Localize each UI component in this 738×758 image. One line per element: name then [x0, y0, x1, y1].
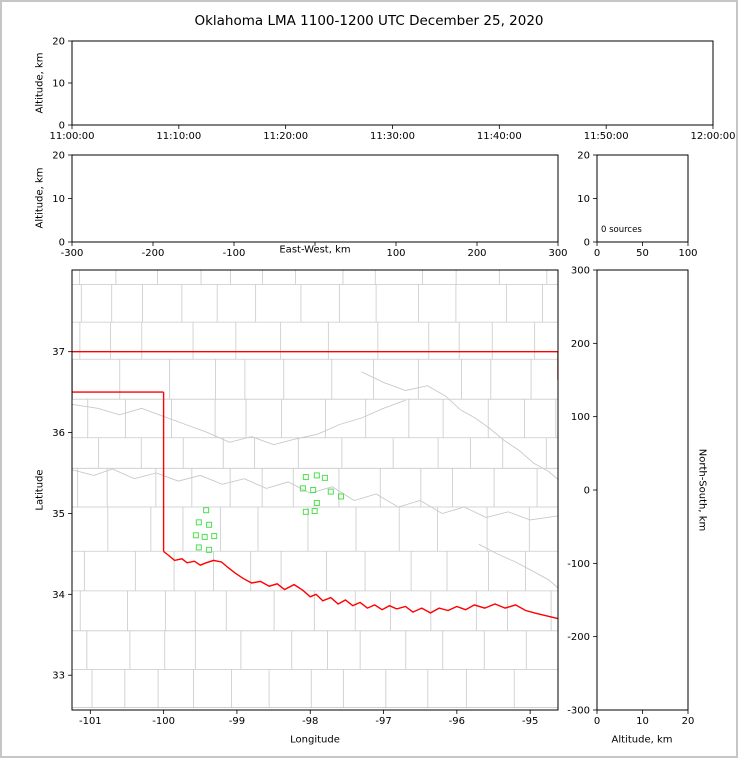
svg-text:-100: -100: [223, 248, 246, 259]
svg-text:-101: -101: [79, 716, 102, 727]
svg-text:100: 100: [386, 248, 405, 259]
svg-text:200: 200: [467, 248, 486, 259]
svg-text:-98: -98: [302, 716, 318, 727]
north-south-panel-ylabel: North-South, km: [696, 448, 708, 532]
svg-text:0: 0: [594, 716, 600, 727]
svg-text:-96: -96: [449, 716, 465, 727]
svg-text:100: 100: [571, 412, 590, 423]
source-count-annotation: 0 sources: [601, 225, 642, 235]
svg-text:11:10:00: 11:10:00: [156, 131, 201, 142]
svg-text:20: 20: [682, 716, 695, 727]
svg-text:11:50:00: 11:50:00: [584, 131, 629, 142]
svg-text:300: 300: [548, 248, 567, 259]
svg-text:-100: -100: [567, 559, 590, 570]
svg-text:300: 300: [571, 266, 590, 277]
svg-text:-200: -200: [142, 248, 165, 259]
svg-text:36: 36: [52, 428, 65, 439]
svg-text:11:40:00: 11:40:00: [477, 131, 522, 142]
svg-text:0: 0: [584, 238, 590, 249]
svg-text:12:00:00: 12:00:00: [691, 131, 736, 142]
svg-text:0: 0: [594, 248, 600, 259]
svg-text:35: 35: [52, 509, 65, 520]
svg-text:-200: -200: [567, 632, 590, 643]
state-border: [72, 351, 558, 620]
svg-text:20: 20: [577, 151, 590, 162]
map-panel-xlabel: Longitude: [290, 734, 340, 746]
svg-text:10: 10: [52, 194, 65, 205]
svg-text:34: 34: [52, 590, 65, 601]
svg-text:37: 37: [52, 347, 65, 358]
svg-text:100: 100: [678, 248, 697, 259]
svg-text:11:30:00: 11:30:00: [370, 131, 415, 142]
figure-title: Oklahoma LMA 1100-1200 UTC December 25, …: [194, 13, 544, 29]
svg-text:11:00:00: 11:00:00: [50, 131, 95, 142]
svg-text:10: 10: [577, 194, 590, 205]
svg-text:20: 20: [52, 37, 65, 48]
north-south-panel-xlabel: Altitude, km: [611, 734, 673, 746]
svg-text:33: 33: [52, 671, 65, 682]
svg-text:0: 0: [584, 486, 590, 497]
svg-text:-95: -95: [522, 716, 538, 727]
svg-text:-99: -99: [229, 716, 245, 727]
east-west-panel-xlabel: East-West, km: [279, 244, 351, 256]
east-west-panel-ylabel: Altitude, km: [34, 167, 46, 229]
svg-text:11:20:00: 11:20:00: [263, 131, 308, 142]
svg-text:0: 0: [59, 121, 65, 132]
svg-text:10: 10: [636, 716, 649, 727]
svg-text:20: 20: [52, 151, 65, 162]
svg-text:-300: -300: [567, 706, 590, 717]
county-boundaries: [72, 270, 558, 708]
svg-text:-300: -300: [61, 248, 84, 259]
lma-stations: [192, 472, 345, 553]
map-panel-ylabel: Latitude: [34, 469, 46, 511]
svg-text:10: 10: [52, 79, 65, 90]
svg-text:-97: -97: [375, 716, 391, 727]
svg-text:0: 0: [59, 238, 65, 249]
map-layers: [72, 270, 558, 708]
svg-text:50: 50: [636, 248, 649, 259]
river-lines: [72, 371, 558, 589]
time-panel-ylabel: Altitude, km: [34, 52, 46, 114]
svg-text:200: 200: [571, 339, 590, 350]
svg-text:-100: -100: [152, 716, 175, 727]
